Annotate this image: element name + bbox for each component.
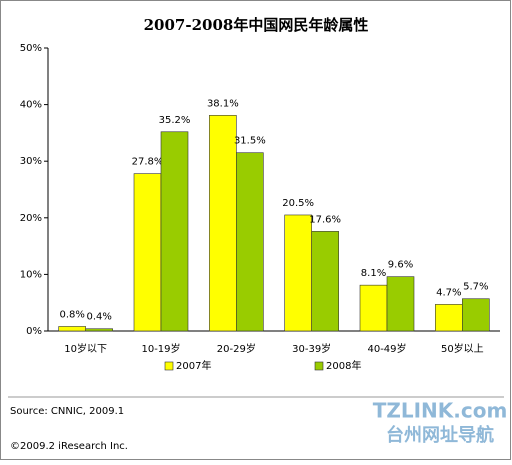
value-label: 4.7% [436,287,461,298]
x-tick-label: 10岁以下 [64,342,107,355]
y-tick-label: 50% [20,43,42,54]
bar [85,328,113,332]
y-tick-label: 0% [26,326,42,337]
watermark: 台州网址导航 [386,424,494,446]
x-tick-label: 30-39岁 [292,342,331,355]
copyright: ©2009.2 iResearch Inc. [10,441,128,452]
bar [359,284,388,332]
value-label: 5.7% [463,282,488,293]
watermark: TZLINK.com [373,399,508,423]
bar [58,326,86,332]
bar [236,152,264,332]
bar [462,298,490,332]
value-label: 0.4% [86,312,111,323]
value-label: 35.2% [159,115,191,126]
legend-label: 2007年 [176,359,211,372]
x-tick-label: 20-29岁 [217,342,256,355]
value-label: 31.5% [234,136,266,147]
value-label: 17.6% [309,214,341,225]
y-tick-label: 10% [20,269,42,280]
y-tick-label: 20% [20,213,42,224]
bar [133,173,162,332]
value-label: 9.6% [388,260,413,271]
value-label: 20.5% [282,198,314,209]
bar [160,131,189,332]
bar [311,231,339,332]
x-tick-label: 40-49岁 [367,342,406,355]
value-label: 0.8% [59,309,84,320]
y-tick-label: 30% [20,156,42,167]
bar [209,115,237,332]
legend-label: 2008年 [326,359,361,372]
source: Source: CNNIC, 2009.1 [10,406,124,417]
x-tick-label: 50岁以上 [441,342,484,355]
x-tick-label: 10-19岁 [141,342,180,355]
bar [435,304,463,332]
y-tick-label: 40% [20,100,42,111]
bar [386,276,415,332]
value-label: 27.8% [132,157,164,168]
value-label: 38.1% [207,98,239,109]
bar [284,214,312,332]
legend-swatch [164,361,174,371]
chart-title: 2007-2008年中国网民年龄属性 [144,16,369,34]
legend-swatch [314,361,324,371]
value-label: 8.1% [361,268,386,279]
